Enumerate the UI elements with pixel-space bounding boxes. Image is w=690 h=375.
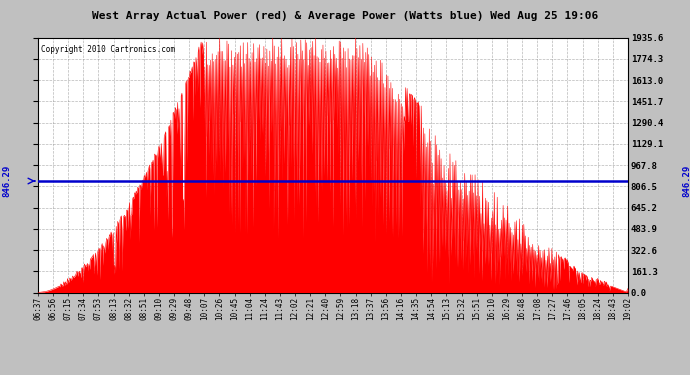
Text: 846.29: 846.29 xyxy=(682,165,690,197)
Text: Copyright 2010 Cartronics.com: Copyright 2010 Cartronics.com xyxy=(41,45,175,54)
Text: West Array Actual Power (red) & Average Power (Watts blue) Wed Aug 25 19:06: West Array Actual Power (red) & Average … xyxy=(92,11,598,21)
Text: 846.29: 846.29 xyxy=(2,165,12,197)
